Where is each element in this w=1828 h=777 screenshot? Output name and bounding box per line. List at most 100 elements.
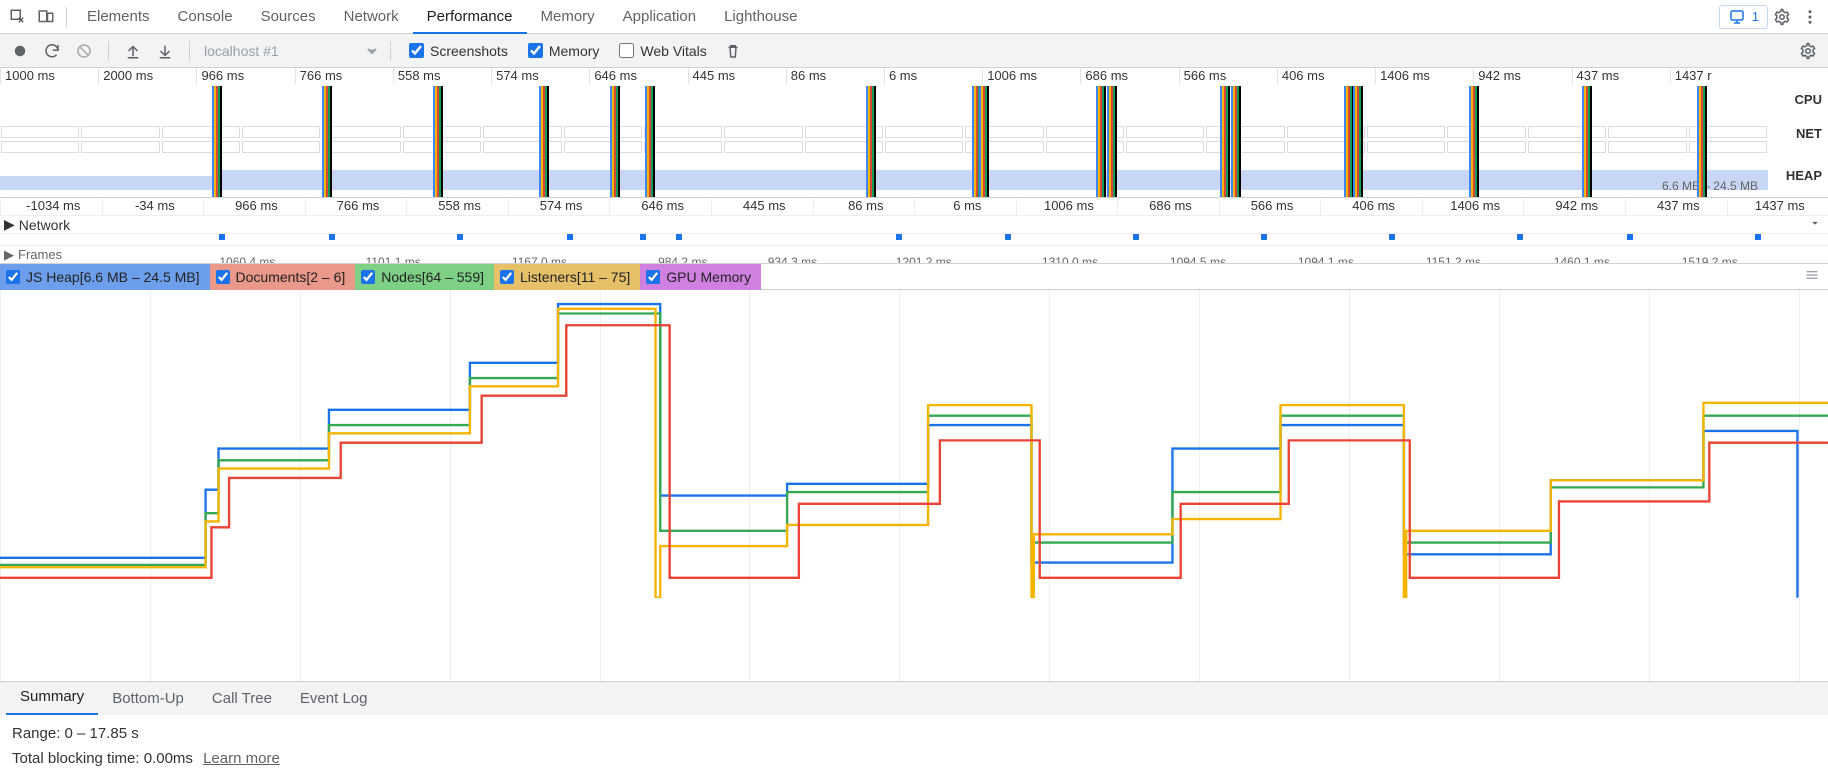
overview-tick: 566 ms xyxy=(1179,68,1277,84)
frame-duration: 1094.5 ms xyxy=(1170,255,1226,265)
frame-duration: 1094.1 ms xyxy=(1298,255,1354,265)
legend-item[interactable]: Nodes[64 – 559] xyxy=(355,264,494,290)
overview-tick: 766 ms xyxy=(295,68,393,84)
overview-tick: 686 ms xyxy=(1080,68,1178,84)
overview-tick: 1006 ms xyxy=(982,68,1080,84)
ruler-tick: 646 ms xyxy=(609,198,711,215)
overview-tick: 86 ms xyxy=(786,68,884,84)
device-toolbar-icon[interactable] xyxy=(32,3,60,31)
chevron-down-icon[interactable] xyxy=(1808,216,1822,233)
overview-tick: 445 ms xyxy=(688,68,786,84)
timeline-ruler[interactable]: -1034 ms-34 ms966 ms766 ms558 ms574 ms64… xyxy=(0,198,1828,216)
frames-lane-toggle[interactable]: ▶ Frames 1060.4 ms1101.1 ms1167.0 ms984.… xyxy=(0,246,1828,264)
save-profile-button[interactable] xyxy=(151,37,179,65)
overview-tick: 1437 r xyxy=(1670,68,1768,84)
devtools-tabbar: ElementsConsoleSourcesNetworkPerformance… xyxy=(0,0,1828,34)
reload-record-button[interactable] xyxy=(38,37,66,65)
details-tab-call-tree[interactable]: Call Tree xyxy=(198,682,286,715)
memory-chart[interactable] xyxy=(0,290,1828,681)
ruler-tick: 1437 ms xyxy=(1727,198,1828,215)
overview-tick: 1406 ms xyxy=(1375,68,1473,84)
overview-heap-label: HEAP xyxy=(1786,168,1822,183)
ruler-tick: 558 ms xyxy=(406,198,508,215)
overview-tick: 2000 ms xyxy=(98,68,196,84)
summary-range: Range: 0 – 17.85 s xyxy=(12,725,1816,742)
legend-item[interactable]: GPU Memory xyxy=(640,264,761,290)
frame-duration: 934.3 ms xyxy=(768,255,817,265)
overview-tick: 406 ms xyxy=(1277,68,1375,84)
issues-count: 1 xyxy=(1752,9,1759,24)
overview-tick: 966 ms xyxy=(196,68,294,84)
tab-elements[interactable]: Elements xyxy=(73,0,164,34)
ruler-tick: 942 ms xyxy=(1523,198,1625,215)
capture-settings-icon[interactable] xyxy=(1794,37,1822,65)
memory-legend: JS Heap[6.6 MB – 24.5 MB]Documents[2 – 6… xyxy=(0,264,1828,290)
tab-performance[interactable]: Performance xyxy=(413,0,527,34)
summary-panel: Range: 0 – 17.85 s Total blocking time: … xyxy=(0,715,1828,777)
details-tabbar: SummaryBottom-UpCall TreeEvent Log xyxy=(0,681,1828,715)
chevron-right-icon: ▶ xyxy=(4,216,15,233)
overview-strip[interactable]: 1000 ms2000 ms966 ms766 ms558 ms574 ms64… xyxy=(0,68,1828,198)
frame-duration: 1201.2 ms xyxy=(896,255,952,265)
overview-net-label: NET xyxy=(1796,126,1822,141)
tab-network[interactable]: Network xyxy=(330,0,413,34)
webvitals-checkbox[interactable]: Web Vitals xyxy=(619,43,706,59)
load-profile-button[interactable] xyxy=(119,37,147,65)
legend-item[interactable]: JS Heap[6.6 MB – 24.5 MB] xyxy=(0,264,210,290)
legend-item[interactable]: Documents[2 – 6] xyxy=(210,264,356,290)
network-lane-toggle[interactable]: ▶ Network xyxy=(0,216,1828,234)
ruler-tick: 566 ms xyxy=(1219,198,1321,215)
inspect-element-icon[interactable] xyxy=(4,3,32,31)
legend-item[interactable]: Listeners[11 – 75] xyxy=(494,264,640,290)
ruler-tick: 1006 ms xyxy=(1016,198,1118,215)
tab-console[interactable]: Console xyxy=(164,0,247,34)
issues-button[interactable]: 1 xyxy=(1719,5,1768,29)
overview-tick: 646 ms xyxy=(589,68,687,84)
frame-duration: 1519.2 ms xyxy=(1682,255,1738,265)
tab-sources[interactable]: Sources xyxy=(247,0,330,34)
ruler-tick: 445 ms xyxy=(711,198,813,215)
ruler-tick: 1406 ms xyxy=(1422,198,1524,215)
clear-button[interactable] xyxy=(70,37,98,65)
ruler-tick: 406 ms xyxy=(1320,198,1422,215)
frame-duration: 1151.2 ms xyxy=(1426,255,1481,265)
ruler-tick: 437 ms xyxy=(1625,198,1727,215)
overview-tick: 558 ms xyxy=(393,68,491,84)
gc-button[interactable] xyxy=(719,37,747,65)
tab-memory[interactable]: Memory xyxy=(527,0,609,34)
settings-icon[interactable] xyxy=(1768,3,1796,31)
overview-cpu-label: CPU xyxy=(1795,92,1822,107)
overview-tick: 942 ms xyxy=(1473,68,1571,84)
more-icon[interactable] xyxy=(1796,3,1824,31)
perf-toolbar: localhost #1 Screenshots Memory Web Vita… xyxy=(0,34,1828,68)
details-tab-bottom-up[interactable]: Bottom-Up xyxy=(98,682,198,715)
memory-checkbox[interactable]: Memory xyxy=(528,43,600,59)
ruler-tick: 686 ms xyxy=(1117,198,1219,215)
tab-application[interactable]: Application xyxy=(609,0,710,34)
ruler-tick: 6 ms xyxy=(914,198,1016,215)
details-tab-event-log[interactable]: Event Log xyxy=(286,682,382,715)
details-tab-summary[interactable]: Summary xyxy=(6,680,98,715)
timeline-marker-row xyxy=(0,234,1828,246)
ruler-tick: 766 ms xyxy=(305,198,407,215)
frame-duration: 1310.0 ms xyxy=(1042,255,1098,265)
ruler-tick: -1034 ms xyxy=(0,198,102,215)
ruler-tick: 86 ms xyxy=(813,198,915,215)
frame-duration: 1460.1 ms xyxy=(1554,255,1610,265)
overview-heap-range: 6.6 MB – 24.5 MB xyxy=(1662,179,1758,193)
host-select[interactable]: localhost #1 xyxy=(200,42,380,60)
overview-tick: 1000 ms xyxy=(0,68,98,84)
overview-tick: 6 ms xyxy=(884,68,982,84)
overview-tick: 574 ms xyxy=(491,68,589,84)
chevron-right-icon: ▶ xyxy=(4,247,14,263)
record-button[interactable] xyxy=(6,37,34,65)
screenshots-checkbox[interactable]: Screenshots xyxy=(409,43,508,59)
tab-lighthouse[interactable]: Lighthouse xyxy=(710,0,811,34)
ruler-tick: 966 ms xyxy=(203,198,305,215)
ruler-tick: 574 ms xyxy=(508,198,610,215)
ruler-tick: -34 ms xyxy=(102,198,204,215)
learn-more-link[interactable]: Learn more xyxy=(203,750,280,767)
overview-tick: 437 ms xyxy=(1572,68,1670,84)
summary-blocking-time: Total blocking time: 0.00ms xyxy=(12,750,193,767)
legend-menu-icon[interactable] xyxy=(1804,267,1820,286)
